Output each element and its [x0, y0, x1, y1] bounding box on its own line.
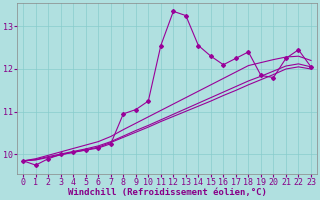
- X-axis label: Windchill (Refroidissement éolien,°C): Windchill (Refroidissement éolien,°C): [68, 188, 267, 197]
